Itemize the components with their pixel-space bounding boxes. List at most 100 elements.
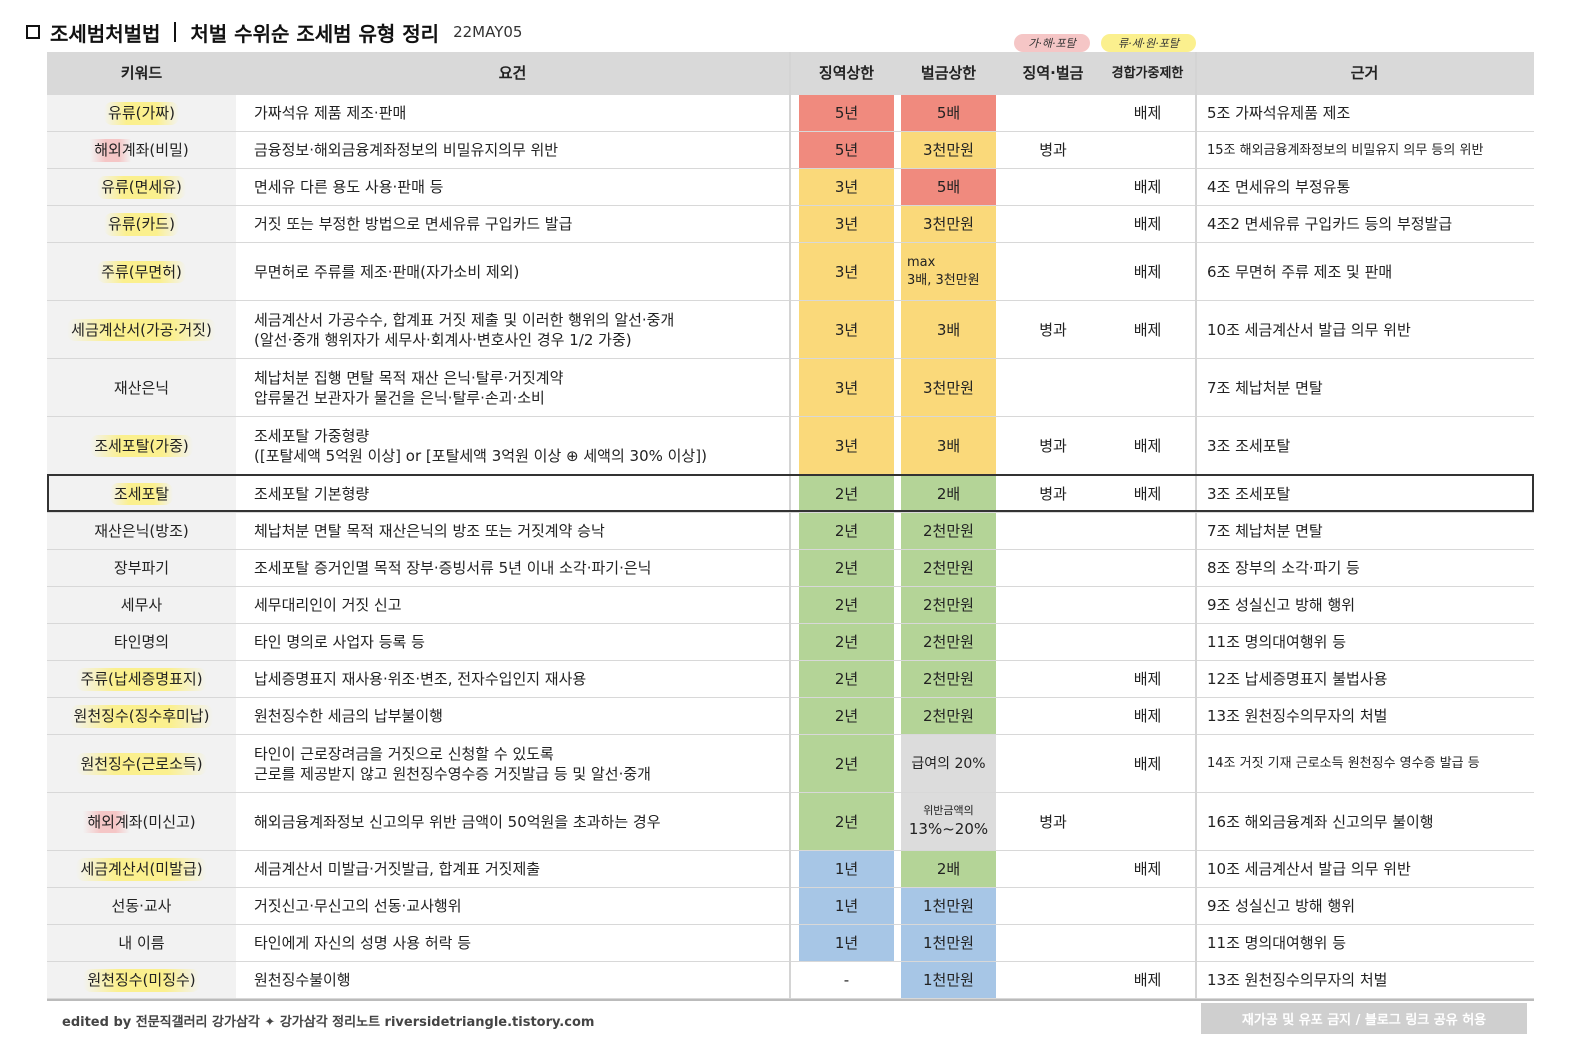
prison-value: 3년	[834, 178, 859, 197]
page-header: 조세범처벌법 처벌 수위순 조세범 유형 정리 22MAY05	[26, 14, 522, 50]
footer-credit: edited by 전문직갤러리 강가삼각 ✦ 강가삼각 정리노트 rivers…	[62, 1015, 595, 1030]
prison-fine-cell	[1006, 888, 1100, 925]
aggravation-cell: 배제	[1100, 661, 1195, 698]
prison-cell: 3년	[799, 243, 894, 301]
basis-text: 4조 면세유의 부정유통	[1207, 178, 1351, 197]
title-divider	[174, 22, 177, 42]
fine-value: 5배	[936, 104, 961, 123]
header-prison-fine: 징역·벌금	[1006, 52, 1100, 95]
fine-value: 3천만원	[923, 378, 974, 397]
requirement-cell: 세금계산서 가공수수, 합계표 거짓 제출 및 이러한 행위의 알선·중개 (알선…	[236, 301, 789, 359]
keyword-cell: 해외계좌(미신고)	[47, 793, 236, 851]
fine-value: 3배	[936, 320, 961, 339]
prison-cell: 2년	[799, 513, 894, 550]
keyword-cell: 해외계좌(비밀)	[47, 132, 236, 169]
requirement-line-1: 거짓 또는 부정한 방법으로 면세유류 구입카드 발급	[254, 215, 573, 234]
prison-fine-cell	[1006, 661, 1100, 698]
basis-text: 11조 명의대여행위 등	[1207, 633, 1347, 652]
aggravation-value: 배제	[1133, 860, 1162, 879]
aggravation-cell: 배제	[1100, 206, 1195, 243]
prison-cell: 3년	[799, 417, 894, 475]
requirement-line-1: 세금계산서 미발급·거짓발급, 합계표 거짓제출	[254, 860, 541, 879]
keyword-text: 원천징수(근로소득)	[76, 752, 207, 776]
aggravation-cell: 배제	[1100, 417, 1195, 475]
basis-cell: 3조 조세포탈	[1195, 417, 1534, 475]
fine-value: 1천만원	[923, 897, 974, 916]
basis-cell: 10조 세금계산서 발급 의무 위반	[1195, 851, 1534, 888]
prison-value: 2년	[834, 707, 859, 726]
keyword-text: 세금계산서(가공·거짓)	[67, 318, 216, 342]
requirement-line-1: 금융정보·해외금융계좌정보의 비밀유지의무 위반	[254, 141, 559, 160]
header-aggravation: 경합가중제한	[1100, 52, 1195, 95]
requirement-line-1: 원천징수한 세금의 납부불이행	[254, 707, 443, 726]
header-prison-fine-label: 징역·벌금	[1022, 64, 1084, 83]
requirement-cell: 체납처분 면탈 목적 재산은닉의 방조 또는 거짓계약 승낙	[236, 513, 789, 550]
requirement-cell: 조세포탈 기본형량	[236, 475, 789, 513]
fine-value: 1천만원	[923, 971, 974, 990]
header-prison-label: 징역상한	[818, 64, 875, 83]
fine-cell: 5배	[901, 95, 996, 132]
prison-fine-cell: 병과	[1006, 793, 1100, 851]
basis-text: 11조 명의대여행위 등	[1207, 934, 1347, 953]
keyword-cell: 유류(카드)	[47, 206, 236, 243]
aggravation-value: 배제	[1133, 484, 1162, 503]
prison-value: 2년	[834, 522, 859, 541]
keyword-cell: 재산은닉(방조)	[47, 513, 236, 550]
prison-cell: 2년	[799, 624, 894, 661]
requirement-cell: 조세포탈 가중형량 ([포탈세액 5억원 이상] or [포탈세액 3억원 이상 …	[236, 417, 789, 475]
requirement-cell: 타인 명의로 사업자 등록 등	[236, 624, 789, 661]
aggravation-value: 배제	[1133, 707, 1162, 726]
aggravation-value: 배제	[1133, 320, 1162, 339]
basis-cell: 4조 면세유의 부정유통	[1195, 169, 1534, 206]
prison-cell: -	[799, 962, 894, 999]
keyword-text: 장부파기	[113, 559, 170, 578]
keyword-text: 원천징수(징수후미납)	[69, 705, 214, 728]
fine-value: 2천만원	[923, 707, 974, 726]
prison-value: 5년	[834, 104, 859, 123]
requirement-cell: 타인이 근로장려금을 거짓으로 신청할 수 있도록 근로를 제공받지 않고 원천징…	[236, 735, 789, 793]
keyword-text: 주류(무면허)	[97, 260, 186, 284]
fine-cell: 2천만원	[901, 587, 996, 624]
requirement-cell: 납세증명표지 재사용·위조·변조, 전자수입인지 재사용	[236, 661, 789, 698]
requirement-cell: 원천징수불이행	[236, 962, 789, 999]
fine-cell: 급여의 20%	[901, 735, 996, 793]
prison-cell: 2년	[799, 661, 894, 698]
date-label: 22MAY05	[453, 23, 523, 41]
aggravation-cell	[1100, 888, 1195, 925]
prison-value: 3년	[834, 320, 859, 339]
prison-value: 5년	[834, 141, 859, 160]
header-requirement: 요건	[236, 52, 789, 95]
aggravation-value: 배제	[1133, 178, 1162, 197]
fine-value: 2배	[936, 860, 961, 879]
requirement-cell: 가짜석유 제품 제조·판매	[236, 95, 789, 132]
basis-cell: 4조2 면세유류 구입카드 등의 부정발급	[1195, 206, 1534, 243]
aggravation-cell: 배제	[1100, 698, 1195, 735]
basis-text: 13조 원천징수의무자의 처벌	[1207, 971, 1388, 990]
prison-value: 3년	[834, 436, 859, 455]
keyword-text: 조세포탈	[109, 482, 174, 506]
prison-cell: 5년	[799, 132, 894, 169]
header-fine-label: 벌금상한	[920, 64, 977, 83]
header-basis-label: 근거	[1350, 64, 1379, 83]
prison-value: 2년	[834, 633, 859, 652]
requirement-cell: 세금계산서 미발급·거짓발급, 합계표 거짓제출	[236, 851, 789, 888]
basis-text: 3조 조세포탈	[1207, 484, 1291, 503]
fine-cell: 2천만원	[901, 698, 996, 735]
requirement-cell: 무면허로 주류를 제조·판매(자가소비 제외)	[236, 243, 789, 301]
keyword-cell: 장부파기	[47, 550, 236, 587]
basis-cell: 16조 해외금융계좌 신고의무 불이행	[1195, 793, 1534, 851]
keyword-text: 유류(카드)	[104, 213, 179, 236]
requirement-cell: 타인에게 자신의 성명 사용 허락 등	[236, 925, 789, 962]
basis-text: 12조 납세증명표지 불법사용	[1207, 670, 1388, 689]
fine-cell: 2배	[901, 851, 996, 888]
fine-cell: 2천만원	[901, 513, 996, 550]
requirement-line-1: 조세포탈 가중형량	[254, 426, 370, 445]
fine-value: 3천만원	[923, 215, 974, 234]
header-basis: 근거	[1195, 52, 1534, 95]
basis-cell: 13조 원천징수의무자의 처벌	[1195, 698, 1534, 735]
basis-cell: 9조 성실신고 방해 행위	[1195, 587, 1534, 624]
prison-value: 3년	[834, 378, 859, 397]
aggravation-cell	[1100, 132, 1195, 169]
fine-cell: 1천만원	[901, 962, 996, 999]
basis-cell: 11조 명의대여행위 등	[1195, 624, 1534, 661]
